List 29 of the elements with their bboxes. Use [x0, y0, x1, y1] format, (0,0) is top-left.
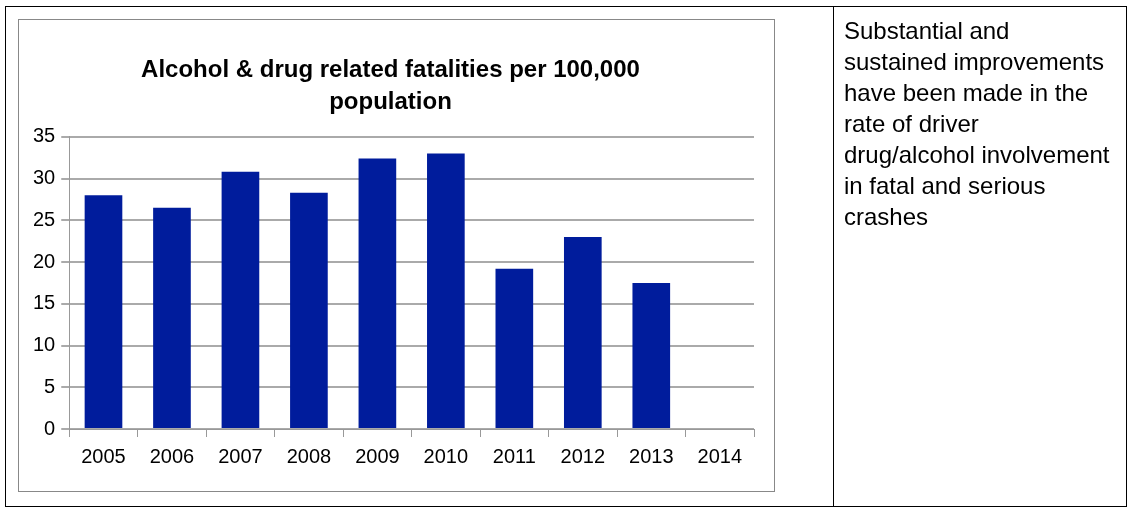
- y-tick-label: 30: [33, 166, 56, 189]
- x-tick-label: 2010: [423, 444, 469, 467]
- bar: [290, 192, 328, 428]
- bar: [495, 268, 534, 428]
- y-tick-label: 15: [33, 291, 56, 314]
- text: Substantial and sustained improvements have been made in the rate of driver drug/alcohol involvement in fatal and serious crashes: [844, 16, 1111, 232]
- y-tick-label: 0: [44, 416, 56, 439]
- bar: [358, 158, 397, 428]
- y-tick-label: 35: [33, 124, 56, 147]
- y-tick-label: 10: [33, 333, 56, 356]
- y-tick-label: 20: [33, 249, 56, 272]
- x-tick-label: 2006: [149, 444, 195, 467]
- bar: [563, 236, 602, 428]
- x-tick-label: 2013: [629, 444, 674, 467]
- bar: [427, 153, 465, 428]
- x-tick-label: 2005: [81, 444, 126, 467]
- y-tick-label: 5: [44, 374, 56, 397]
- x-tick-label: 2007: [218, 444, 263, 467]
- x-tick-label: 2008: [286, 444, 332, 467]
- bar: [632, 282, 671, 428]
- x-tick-label: 2009: [355, 444, 400, 467]
- x-tick-label: 2011: [492, 444, 536, 467]
- x-tick-label: 2014: [697, 444, 743, 467]
- bar: [221, 171, 260, 428]
- chart-title: Alcohol & drug related fatalities per 100,000 population: [141, 54, 640, 115]
- x-tick-label: 2012: [560, 444, 606, 467]
- bar: [84, 195, 123, 428]
- y-tick-label: 25: [33, 207, 56, 230]
- bar: [153, 207, 191, 428]
